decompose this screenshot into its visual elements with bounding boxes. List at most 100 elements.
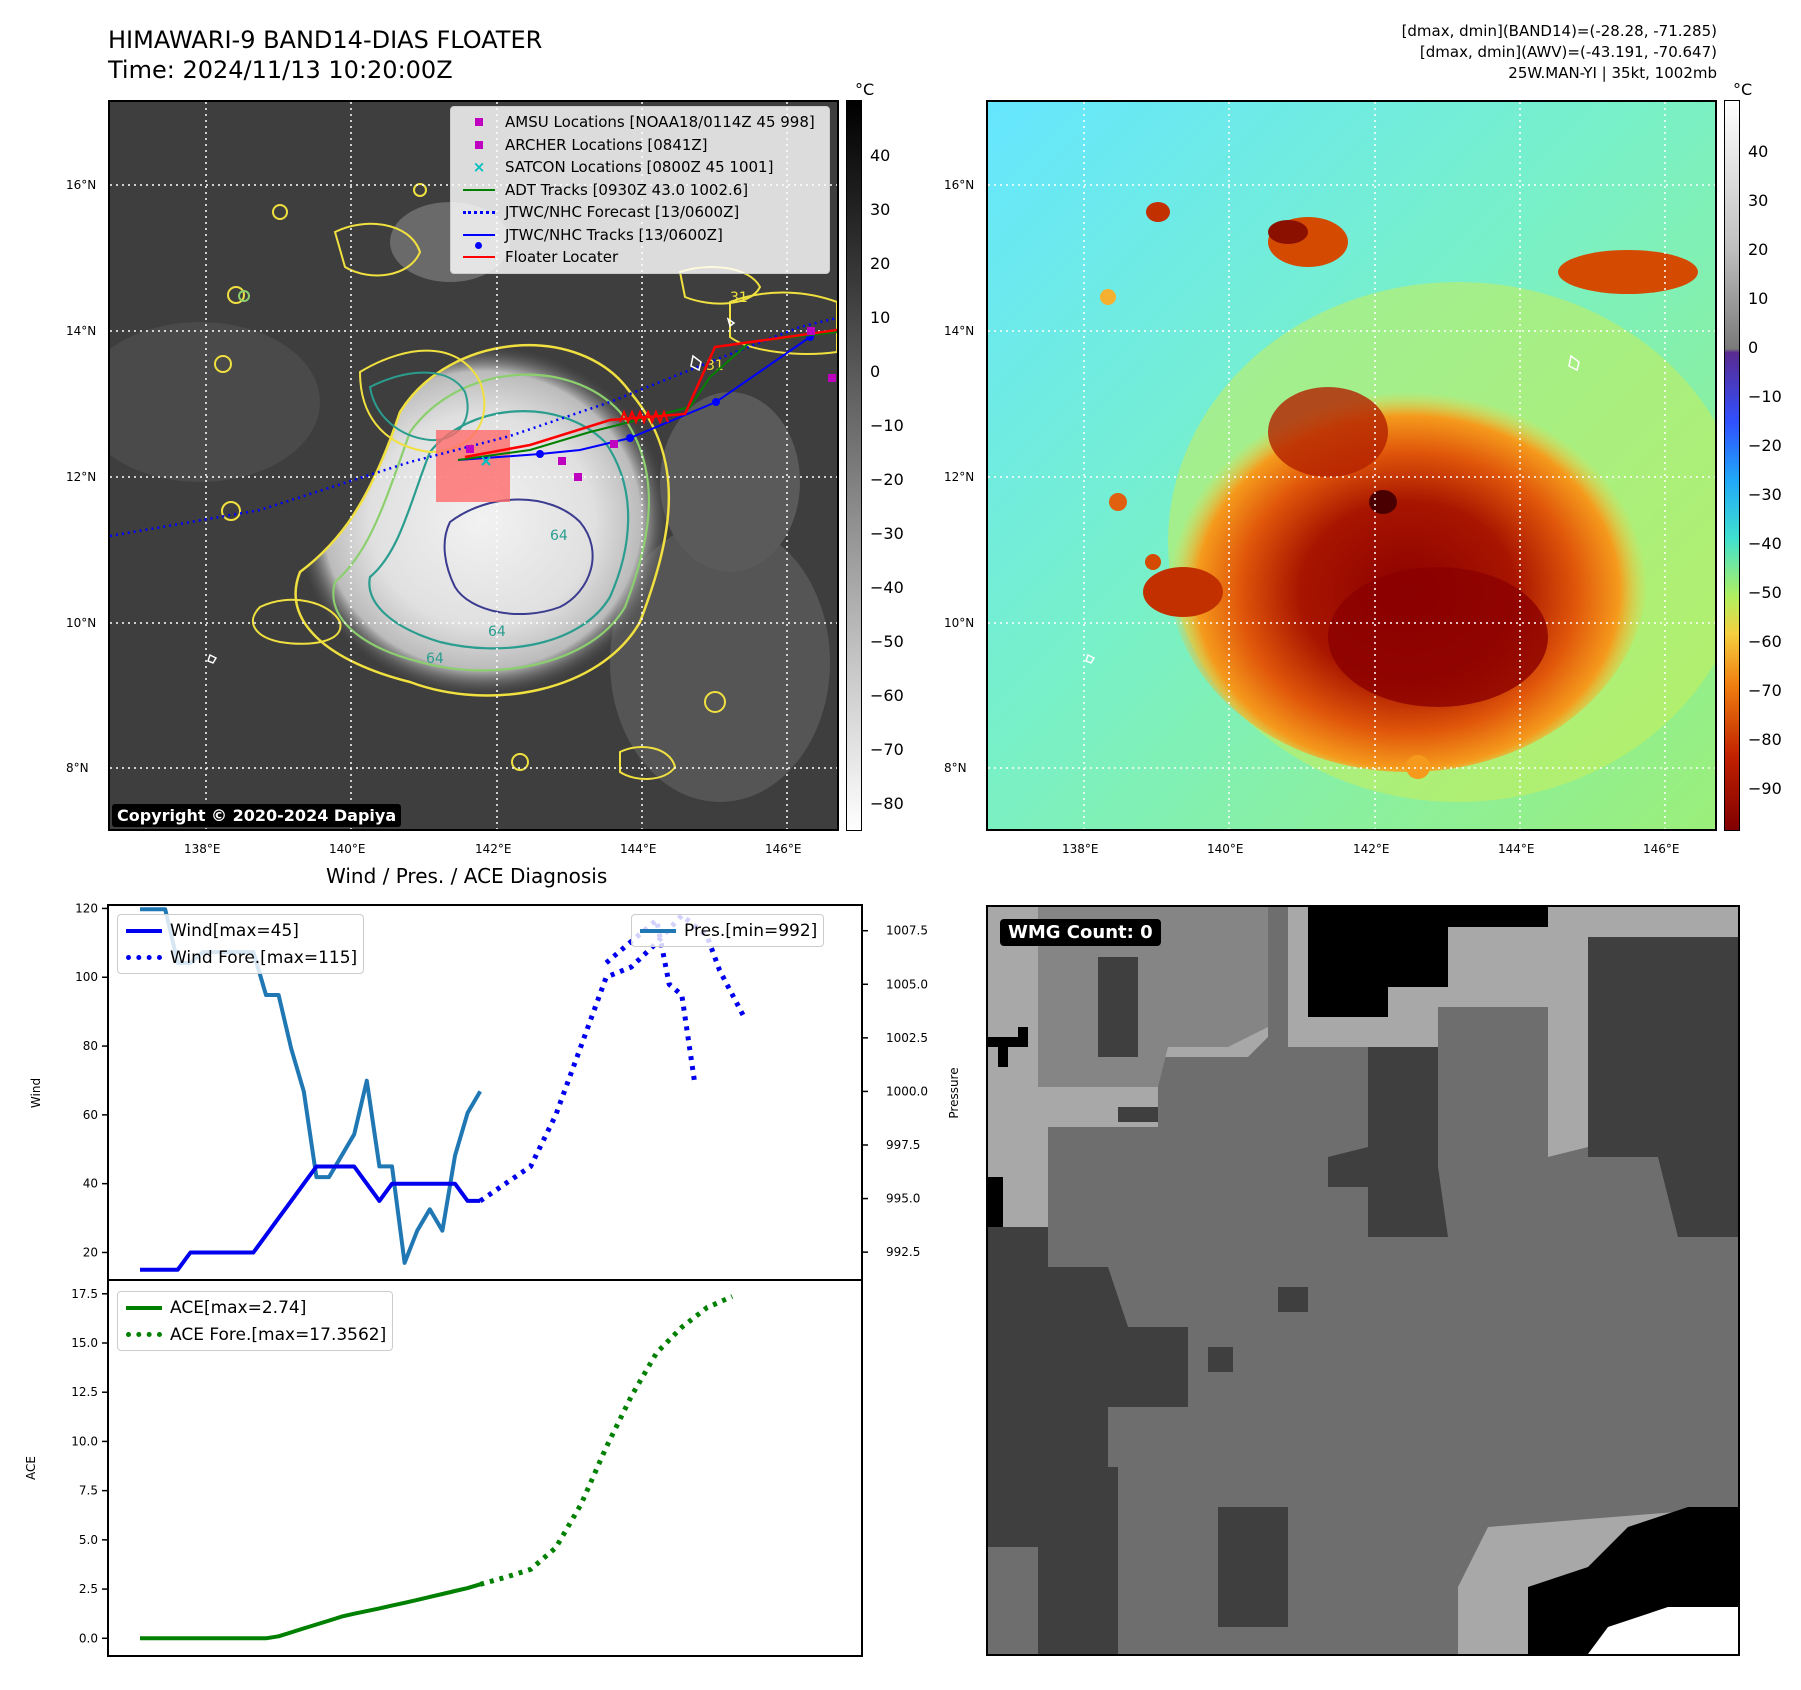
pressure-ytick-label: 995.0 [886,1192,920,1206]
wmg-count-badge: WMG Count: 0 [1000,919,1161,946]
ace-plot: 0.0 2.5 5.0 7.5 10.0 12.5 15.0 17.5 [71,1287,734,1645]
pressure-ytick-label: 1000.0 [886,1084,928,1098]
ace-ytick-label: 10.0 [71,1434,98,1448]
cb-tick: 30 [870,200,891,219]
lon-label: 138°E [184,842,221,856]
pressure-ytick-label: 992.5 [886,1245,920,1259]
lat-label: 12°N [944,470,975,484]
cb-tick: −60 [1748,632,1782,651]
awv-map-panel [986,100,1717,831]
wind-ytick-label: 100 [75,970,98,984]
ace-axes-frame [107,1279,863,1657]
ace-legend: ACE[max=2.74] ACE Fore.[max=17.3562] [117,1291,394,1351]
wind-ytick-label: 40 [83,1177,98,1191]
floater-track [464,328,837,459]
wind-legend: Wind[max=45] Wind Fore.[max=115] [117,914,365,974]
wind-forecast-line [478,912,748,1203]
cb-tick: 40 [870,146,891,165]
cb-tick: −80 [870,794,904,813]
figure-title: HIMAWARI-9 BAND14-DIAS FLOATER [108,26,543,54]
wind-ytick-label: 80 [83,1039,98,1053]
ace-forecast-line [479,1294,734,1587]
awv-colorbar [1724,100,1740,831]
pressure-legend: Pres.[min=992] [631,914,825,947]
contour-label: 31 [730,290,748,306]
pressure-ytick-label: 1002.5 [886,1031,928,1045]
storm-info: 25W.MAN-YI | 35kt, 1002mb [1508,64,1717,82]
lon-label: 138°E [1062,842,1099,856]
cb-tick: −30 [870,524,904,543]
cb-tick: −20 [870,470,904,489]
contour-label: 64 [426,651,444,667]
legend-adt: ADT Tracks [0930Z 43.0 1002.6] [459,179,821,202]
wind-line [140,1164,481,1272]
wmg-panel: WMG Count: 0 [986,905,1740,1656]
pressure-ytick-label: 1007.5 [886,924,928,938]
jtwc-track [457,336,811,461]
ir-legend: AMSU Locations [NOAA18/0114Z 45 998] ARC… [450,106,830,274]
lat-label: 16°N [944,178,975,192]
diagnosis-chart: 20 40 60 80 100 120 992.5 995.0 997.5 1000.0 1002.… [24,901,961,1657]
awv-gridlines [988,102,1715,829]
ace-ytick-label: 0.0 [79,1631,98,1645]
contour-46 [332,373,650,672]
ace-ytick-label: 7.5 [79,1484,98,1498]
legend-forecast: JTWC/NHC Forecast [13/0600Z] [459,201,821,224]
cb-tick: −20 [1748,436,1782,455]
lon-label: 146°E [765,842,802,856]
lon-label: 144°E [1498,842,1535,856]
floater-box [436,430,510,502]
wmg-map [988,907,1738,1654]
legend-amsu: AMSU Locations [NOAA18/0114Z 45 998] [459,111,821,134]
cb-tick: −30 [1748,485,1782,504]
ir-colorbar [846,100,862,831]
awv-stats: [dmax, dmin](AWV)=(-43.191, -70.647) [1419,43,1717,61]
wind-ylabel: Wind [29,1078,43,1108]
awv-map [988,102,1715,829]
cb-tick: −70 [1748,681,1782,700]
legend-satcon: × SATCON Locations [0800Z 45 1001] [472,158,774,177]
ace-ytick-label: 5.0 [79,1533,98,1547]
legend-ace: ACE[max=2.74] [170,1297,307,1318]
cb-tick: 30 [1748,191,1769,210]
diagnosis-title: Wind / Pres. / ACE Diagnosis [326,864,608,888]
pressure-ytick-label: 997.5 [886,1138,920,1152]
lon-label: 140°E [1207,842,1244,856]
legend-wind-fore: Wind Fore.[max=115] [170,947,358,968]
ace-ytick-label: 15.0 [71,1336,98,1350]
legend-ace-fore: ACE Fore.[max=17.3562] [170,1324,387,1345]
lat-label: 8°N [66,761,89,775]
legend-pres: Pres.[min=992] [684,920,818,941]
lon-label: 142°E [475,842,512,856]
ace-ytick-label: 2.5 [79,1582,98,1596]
cb-tick: −40 [1748,534,1782,553]
cb-tick: −50 [1748,583,1782,602]
guam-coastline [690,354,702,372]
lat-label: 10°N [944,616,975,630]
cb-tick: 10 [1748,289,1769,308]
lat-label: 16°N [66,178,97,192]
wind-ytick-label: 20 [83,1245,98,1259]
legend-floater: Floater Locater [459,246,821,269]
contour-label: 64 [550,528,568,544]
ir-map-panel: 64 64 64 31 31 [108,100,839,831]
contour-31 [294,343,671,697]
legend-wind: Wind[max=45] [170,920,299,941]
ace-ylabel: ACE [24,1456,38,1480]
lat-label: 10°N [66,616,97,630]
legend-jtwc-tracks: JTWC/NHC Tracks [13/0600Z] [459,224,821,249]
awv-colorbar-unit: °C [1733,80,1753,99]
pressure-ylabel: Pressure [947,1067,961,1118]
lon-label: 142°E [1353,842,1390,856]
contour-64 [368,410,630,650]
cb-tick: −50 [870,632,904,651]
copyright-badge: Copyright © 2020-2024 Dapiya [112,804,402,827]
cb-tick: 0 [870,362,881,381]
satcon-marker [481,456,491,466]
lat-label: 14°N [944,324,975,338]
cb-tick: 0 [1748,338,1759,357]
ir-colorbar-unit: °C [855,80,875,99]
legend-archer: ARCHER Locations [0841Z] [459,134,821,157]
cb-tick: −10 [1748,387,1782,406]
cb-tick: −80 [1748,730,1782,749]
